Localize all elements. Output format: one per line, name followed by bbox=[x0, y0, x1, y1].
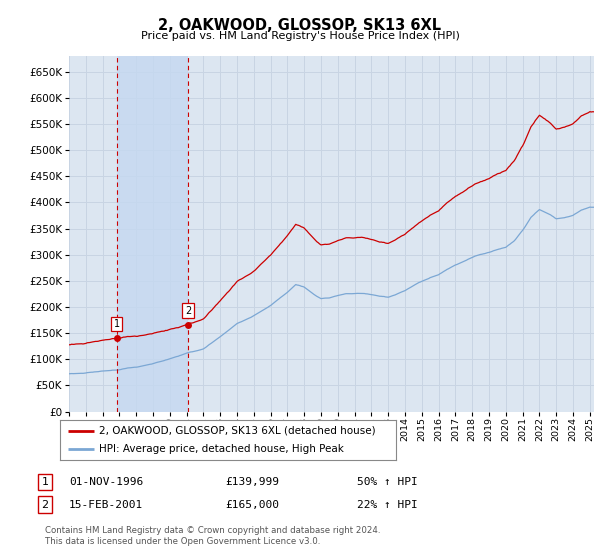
Bar bbox=[116, 56, 188, 412]
Text: 50% ↑ HPI: 50% ↑ HPI bbox=[357, 477, 418, 487]
Text: Price paid vs. HM Land Registry's House Price Index (HPI): Price paid vs. HM Land Registry's House … bbox=[140, 31, 460, 41]
Text: 22% ↑ HPI: 22% ↑ HPI bbox=[357, 500, 418, 510]
Text: £139,999: £139,999 bbox=[225, 477, 279, 487]
Text: £165,000: £165,000 bbox=[225, 500, 279, 510]
Text: 2: 2 bbox=[185, 306, 191, 316]
Text: HPI: Average price, detached house, High Peak: HPI: Average price, detached house, High… bbox=[98, 445, 344, 454]
Text: 01-NOV-1996: 01-NOV-1996 bbox=[69, 477, 143, 487]
Text: Contains HM Land Registry data © Crown copyright and database right 2024.
This d: Contains HM Land Registry data © Crown c… bbox=[45, 526, 380, 546]
Text: 1: 1 bbox=[113, 319, 119, 329]
Text: 2, OAKWOOD, GLOSSOP, SK13 6XL: 2, OAKWOOD, GLOSSOP, SK13 6XL bbox=[158, 18, 442, 33]
Text: 2: 2 bbox=[41, 500, 49, 510]
Text: 15-FEB-2001: 15-FEB-2001 bbox=[69, 500, 143, 510]
Text: 1: 1 bbox=[41, 477, 49, 487]
Text: 2, OAKWOOD, GLOSSOP, SK13 6XL (detached house): 2, OAKWOOD, GLOSSOP, SK13 6XL (detached … bbox=[98, 426, 375, 436]
